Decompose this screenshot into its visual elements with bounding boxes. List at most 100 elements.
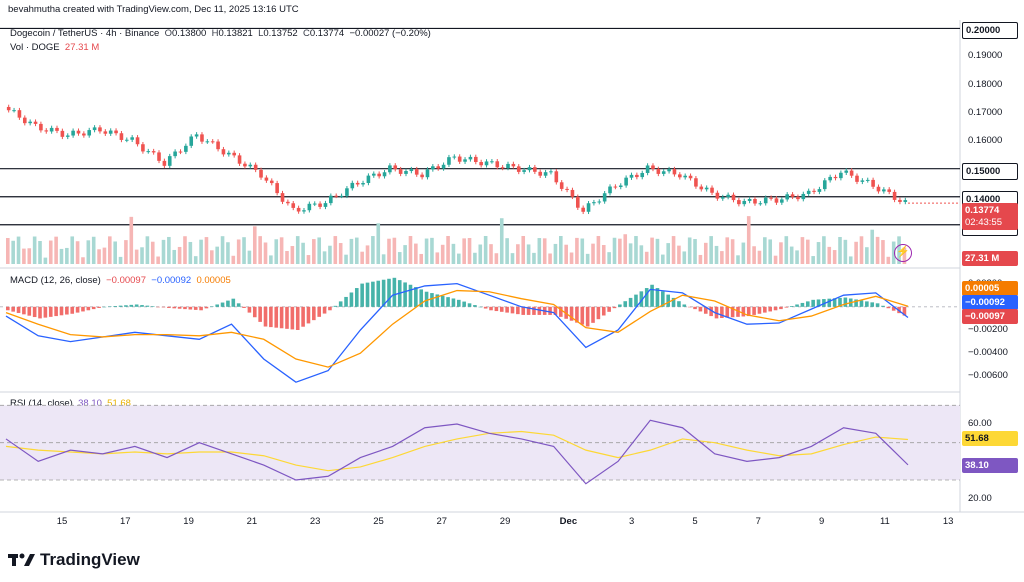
volume-bar [618,238,622,264]
macd-histogram-bar [870,302,875,307]
macd-histogram-bar [843,297,848,307]
candle-body [425,169,430,178]
macd-histogram-bar [677,301,681,307]
time-tick-label: Dec [559,516,578,527]
candle-body [232,152,236,156]
symbol-legend[interactable]: Dogecoin / TetherUS · 4h · Binance O0.13… [10,28,431,39]
macd-histogram-bar [43,306,48,318]
time-tick-label: 3 [629,516,635,527]
macd-histogram-bar [532,306,536,315]
candle-body [286,201,290,204]
candle-body [570,189,575,197]
volume-bar [108,236,112,264]
macd-histogram-bar [746,306,751,317]
macd-histogram-bar [75,306,80,313]
volume-bar [279,237,284,264]
volume-bar [886,256,891,264]
candle-body [151,151,156,153]
candle-body [592,202,596,204]
candle-body [678,174,682,178]
volume-bar [720,251,724,264]
candle-body [312,203,317,205]
candle-body [871,179,875,187]
volume-bar [639,245,644,264]
volume-bar [510,253,515,264]
candle-body [463,159,467,162]
macd-histogram-bar [440,295,445,307]
volume-bar [322,251,327,264]
volume-bar [236,239,241,264]
candle-body [576,196,580,208]
volume-bar [811,256,815,264]
macd-line-value: −0.00092 [151,275,192,286]
volume-bar [86,240,91,264]
macd-histogram-bar [220,302,225,307]
candle-body [275,183,279,194]
volume-bar [553,243,558,264]
volume-bar [440,244,445,264]
candle-body [645,165,650,173]
volume-bar [564,244,568,264]
high-label: H [211,28,219,39]
candle-body [608,186,612,194]
macd-histogram-bar [763,306,767,313]
volume-bar [290,246,295,264]
macd-histogram-bar [113,306,117,307]
volume-bar [140,247,144,264]
rsi-legend[interactable]: RSI (14, close) 38.10 51.68 [10,398,131,409]
candle-body [146,151,151,153]
candle-body [350,182,355,189]
candle-body [839,172,843,179]
macd-histogram-bar [741,306,746,317]
macd-histogram-bar [215,304,219,307]
macd-histogram-bar [881,305,885,307]
macd-legend[interactable]: MACD (12, 26, close) −0.00097 −0.00092 0… [10,275,231,286]
volume-bar [285,250,289,264]
time-tick-label: 5 [692,516,698,527]
macd-histogram-bar [859,300,864,307]
macd-histogram-bar [832,298,837,307]
candle-body [334,195,338,197]
macd-hist-tag: −0.00097 [962,309,1018,324]
macd-histogram-bar [875,303,880,307]
volume-bar [644,251,649,264]
candle-body [355,182,360,185]
candle-body [329,195,333,204]
macd-histogram-bar [70,306,75,314]
volume-bar [231,255,236,264]
candle-body [667,169,671,172]
macd-histogram-bar [54,306,58,317]
macd-histogram-bar [376,280,381,307]
macd-histogram-bar [720,306,724,319]
macd-histogram-bar [800,302,805,307]
volume-bar [559,236,563,264]
volume-bar [725,237,730,264]
macd-histogram-bar [419,289,424,307]
volume-bar [698,254,703,264]
volume-bar [263,242,268,264]
time-tick-label: 19 [183,516,194,527]
candle-body [860,180,865,182]
rsi-value: 38.10 [78,398,102,409]
macd-histogram-bar [499,306,504,312]
candle-body [468,156,473,160]
volume-legend[interactable]: Vol · DOGE 27.31 M [10,42,99,53]
candle-body [184,145,188,152]
volume-bar [752,246,756,264]
volume-bar [419,253,424,264]
open-value: 0.13800 [171,28,207,39]
macd-histogram-bar [559,306,563,317]
volume-bar [730,239,735,264]
volume-bar [757,250,762,264]
candle-body [227,152,231,155]
lightning-icon[interactable]: ⚡ [894,244,912,262]
volume-bar [11,240,15,264]
volume-bar [338,243,343,264]
macd-histogram-bar [392,277,397,307]
macd-line-tag: −0.00092 [962,295,1018,310]
macd-histogram-bar [623,301,628,307]
macd-histogram-bar [457,299,461,307]
volume-bar [360,251,364,264]
volume-bar [172,249,177,264]
